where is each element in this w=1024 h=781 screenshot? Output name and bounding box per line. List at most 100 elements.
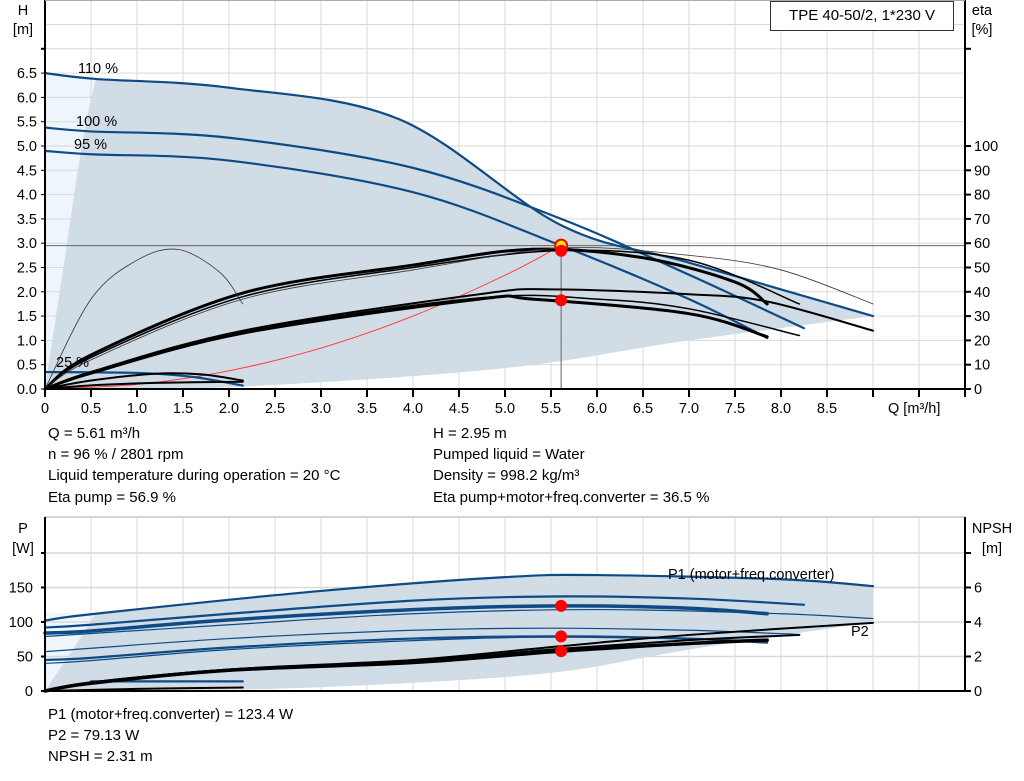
y-tick-label: 50 bbox=[17, 650, 33, 666]
y2-tick-label: 20 bbox=[974, 333, 990, 349]
eta-curve-11 bbox=[44, 372, 244, 390]
info-p1: P1 (motor+freq.converter) = 123.4 W bbox=[48, 706, 294, 723]
y-tick-label: 5.5 bbox=[17, 115, 37, 131]
y2-tick-label: 0 bbox=[974, 684, 982, 700]
y2-tick-label: 40 bbox=[974, 285, 990, 301]
info-liquid: Pumped liquid = Water bbox=[433, 446, 585, 463]
y-tick-label: 1.0 bbox=[17, 333, 37, 349]
npsh-point bbox=[555, 645, 568, 658]
y2-tick-label: 0 bbox=[974, 382, 982, 398]
y-axis-unit: [m] bbox=[13, 22, 33, 38]
power-curve-3 bbox=[44, 608, 874, 638]
y-tick-label: 6.5 bbox=[17, 66, 37, 82]
eta-curve-4 bbox=[43, 247, 769, 391]
y2-axis-label: NPSH bbox=[972, 521, 1012, 537]
y2-tick-label: 2 bbox=[974, 650, 982, 666]
x-tick-label: 5.0 bbox=[495, 401, 515, 417]
info-npsh: NPSH = 2.31 m bbox=[48, 748, 153, 765]
y-tick-label: 2.5 bbox=[17, 261, 37, 277]
power-curve-4 bbox=[44, 627, 800, 653]
y-tick-label: 0 bbox=[25, 684, 33, 700]
info-head: H = 2.95 m bbox=[433, 425, 507, 442]
x-tick-label: 7.5 bbox=[725, 401, 745, 417]
p1-point bbox=[555, 599, 568, 612]
info-eta-total: Eta pump+motor+freq.converter = 36.5 % bbox=[433, 489, 710, 506]
y-tick-label: 4.0 bbox=[17, 188, 37, 204]
y-tick-label: 1.5 bbox=[17, 309, 37, 325]
y-tick-label: 0.0 bbox=[17, 382, 37, 398]
p1-curve-label: P1 (motor+freq.converter) bbox=[668, 567, 834, 583]
y2-tick-label: 30 bbox=[974, 309, 990, 325]
y-tick-label: 3.5 bbox=[17, 212, 37, 228]
pump-title: TPE 40-50/2, 1*230 V bbox=[770, 1, 954, 31]
x-tick-label: 2.0 bbox=[219, 401, 239, 417]
eta-curve-8 bbox=[43, 294, 769, 391]
y2-tick-label: 6 bbox=[974, 581, 982, 597]
y2-tick-label: 90 bbox=[974, 163, 990, 179]
info-eta-pump: Eta pump = 56.9 % bbox=[48, 489, 176, 506]
x-tick-label: 5.5 bbox=[541, 401, 561, 417]
eta-curve-5 bbox=[44, 249, 801, 390]
power-curve-1 bbox=[43, 595, 806, 629]
x-tick-label: 4.0 bbox=[403, 401, 423, 417]
p2-point bbox=[555, 630, 568, 643]
y-tick-label: 150 bbox=[9, 581, 33, 597]
info-flow: Q = 5.61 m³/h bbox=[48, 425, 141, 442]
eta-total-point bbox=[555, 294, 568, 307]
y-tick-label: 2.0 bbox=[17, 285, 37, 301]
y2-tick-label: 70 bbox=[974, 212, 990, 228]
info-p2: P2 = 79.13 W bbox=[48, 727, 140, 744]
speed-label: 110 % bbox=[78, 61, 118, 77]
power-npsh-chart: P1 (motor+freq.converter) P2 0 50 100 150 0 2 4 6… bbox=[9, 516, 1012, 700]
info-speed: n = 96 % / 2801 rpm bbox=[48, 446, 184, 463]
y2-tick-label: 80 bbox=[974, 188, 990, 204]
x-tick-label: 6.0 bbox=[587, 401, 607, 417]
x-tick-label: 3.0 bbox=[311, 401, 331, 417]
y-tick-label: 0.5 bbox=[17, 358, 37, 374]
y2-axis-unit: [m] bbox=[982, 541, 1002, 557]
y-axis-unit: [W] bbox=[12, 541, 34, 557]
y-tick-label: 5.0 bbox=[17, 139, 37, 155]
x-tick-label: 3.5 bbox=[357, 401, 377, 417]
info-temperature: Liquid temperature during operation = 20… bbox=[48, 467, 341, 484]
head-curve-0 bbox=[43, 72, 875, 318]
y-tick-label: 3.0 bbox=[17, 236, 37, 252]
npsh-curve-10 bbox=[44, 621, 874, 692]
x-tick-label: 0 bbox=[41, 401, 49, 417]
power-curve-0 bbox=[43, 573, 875, 622]
y2-axis-unit: [%] bbox=[972, 22, 993, 38]
x-tick-label: 1.5 bbox=[173, 401, 193, 417]
power-curve-6 bbox=[44, 636, 768, 664]
system-curve bbox=[44, 245, 562, 390]
x-tick-label: 2.5 bbox=[265, 401, 285, 417]
head-curve-2 bbox=[43, 149, 769, 340]
eta-curve-12 bbox=[44, 380, 244, 390]
y-axis-label: H bbox=[18, 3, 28, 19]
x-tick-label: 6.5 bbox=[633, 401, 653, 417]
y2-tick-label: 50 bbox=[974, 261, 990, 277]
y-tick-label: 4.5 bbox=[17, 163, 37, 179]
eta-curve-10 bbox=[44, 248, 244, 390]
y2-tick-label: 4 bbox=[974, 615, 982, 631]
y-tick-label: 6.0 bbox=[17, 90, 37, 106]
x-axis-label: Q [m³/h] bbox=[888, 401, 940, 417]
head-eta-chart: 110 % 100 % 95 % 25 % 0.0 0.5 1.0 1.5 2.0 2.5 3.0 3… bbox=[13, 0, 998, 417]
y-axis-label: P bbox=[18, 521, 28, 537]
y2-tick-label: 100 bbox=[974, 139, 998, 155]
eta-pump-point bbox=[555, 244, 568, 257]
p2-curve-label: P2 bbox=[851, 624, 869, 640]
info-density: Density = 998.2 kg/m³ bbox=[433, 467, 580, 484]
y2-axis-label: eta bbox=[972, 3, 993, 19]
eta-curve-6 bbox=[44, 247, 874, 390]
x-tick-label: 4.5 bbox=[449, 401, 469, 417]
eta-curve-9 bbox=[44, 294, 801, 390]
x-tick-label: 0.5 bbox=[81, 401, 101, 417]
speed-label: 25 % bbox=[56, 355, 89, 371]
x-tick-label: 8.5 bbox=[817, 401, 837, 417]
y2-tick-label: 60 bbox=[974, 236, 990, 252]
head-curve-1 bbox=[43, 126, 806, 330]
y2-tick-label: 10 bbox=[974, 358, 990, 374]
x-tick-label: 8.0 bbox=[771, 401, 791, 417]
y-tick-label: 100 bbox=[9, 615, 33, 631]
